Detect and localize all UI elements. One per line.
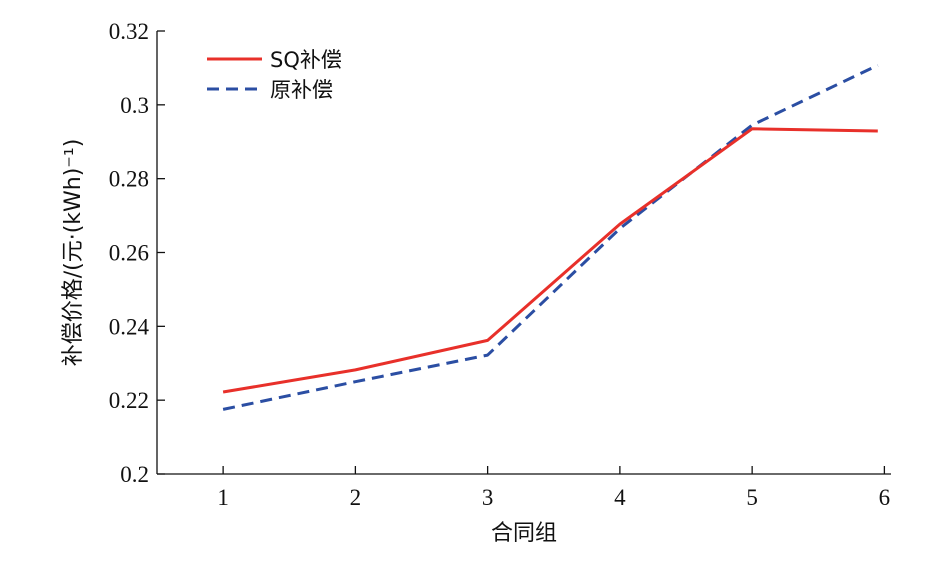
y-tick-label: 0.32 [109, 19, 149, 44]
x-tick-label: 1 [217, 485, 229, 510]
x-tick-label: 6 [879, 485, 891, 510]
y-tick-label: 0.28 [109, 167, 149, 192]
series-line-1 [222, 127, 878, 394]
series-line-2 [222, 63, 879, 411]
y-axis-title: 补偿价格/(元·(kWh)⁻¹) [61, 139, 86, 367]
y-tick-label: 0.3 [120, 93, 149, 118]
plot-axes [156, 31, 891, 475]
series-lines [222, 63, 879, 411]
y-tick-label: 0.2 [120, 462, 149, 487]
x-tick-label: 3 [482, 485, 494, 510]
legend-label-2: 原补偿 [270, 78, 333, 102]
x-tick-label: 2 [350, 485, 362, 510]
y-tick-label: 0.24 [109, 314, 150, 339]
legend-label-1: SQ补偿 [270, 48, 342, 72]
x-axis-title: 合同组 [491, 521, 557, 546]
x-tick-label: 5 [746, 485, 758, 510]
x-tick-label: 4 [614, 485, 626, 510]
tick-marks: 0.2 0.22 0.24 0.26 0.28 0.3 0.32 1 2 3 4 5 6 [109, 19, 890, 510]
y-tick-label: 0.26 [109, 241, 149, 266]
y-tick-label: 0.22 [109, 388, 149, 413]
